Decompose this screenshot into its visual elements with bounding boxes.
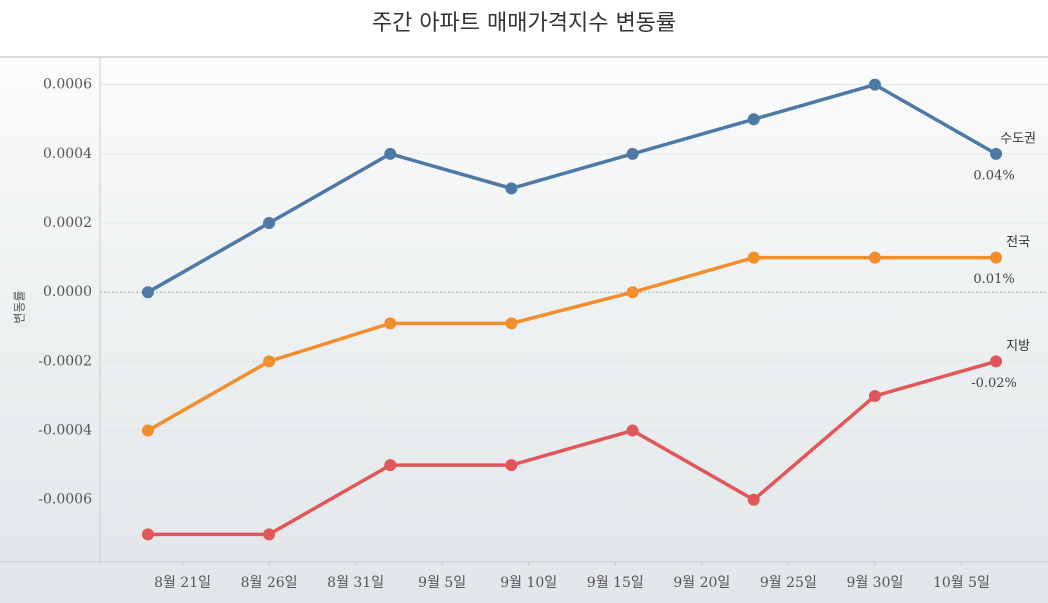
point — [141, 424, 154, 437]
point — [141, 286, 154, 299]
x-tick-label: 9월 15일 — [587, 575, 644, 591]
point — [868, 251, 881, 264]
y-tick-label: -0.0004 — [38, 423, 92, 439]
y-tick-label: -0.0006 — [38, 492, 92, 508]
y-tick-label: 0.0006 — [43, 77, 92, 93]
point — [747, 493, 760, 506]
point — [868, 389, 881, 402]
series-line — [147, 255, 997, 433]
y-tick-label: 0.0004 — [43, 146, 92, 162]
y-axis-label: 변동률 — [13, 290, 27, 323]
point — [990, 251, 1003, 264]
y-tick-label: -0.0002 — [38, 353, 92, 369]
point — [384, 147, 397, 160]
x-tick-label: 9월 25일 — [760, 575, 817, 591]
x-tick-label: 9월 30일 — [846, 575, 903, 591]
legend-label: 전국 — [1006, 235, 1030, 250]
point — [990, 147, 1003, 160]
y-tick-label: 0.0000 — [43, 284, 92, 300]
legend-label: 수도권 — [1000, 131, 1036, 146]
point — [747, 251, 760, 264]
point — [626, 424, 639, 437]
point — [505, 317, 518, 330]
point — [626, 147, 639, 160]
x-tick-label: 10월 5일 — [933, 575, 990, 591]
value-label: 0.01% — [973, 272, 1014, 287]
series-line — [147, 359, 997, 537]
series-line — [147, 82, 997, 294]
point — [505, 459, 518, 472]
point — [505, 182, 518, 195]
legend-label: 지방 — [1006, 339, 1030, 354]
point — [747, 113, 760, 126]
point — [141, 528, 154, 541]
x-tick-label: 8월 21일 — [154, 575, 211, 591]
point — [384, 459, 397, 472]
point — [990, 355, 1003, 368]
x-tick-label: 8월 31일 — [327, 575, 384, 591]
value-label: -0.02% — [971, 376, 1017, 391]
plot: 0.0006 0.0004 0.0002 0.0000 -0.0002 -0.0004 -0… — [38, 77, 1048, 591]
point — [263, 217, 276, 230]
x-tick-label: 9월 10일 — [500, 575, 557, 591]
point — [384, 317, 397, 330]
point — [626, 286, 639, 299]
value-label: 0.04% — [973, 168, 1014, 183]
x-tick-label: 9월 20일 — [673, 575, 730, 591]
background — [0, 57, 1048, 603]
point — [263, 355, 276, 368]
x-tick-label: 9월 5일 — [418, 575, 466, 591]
point — [868, 78, 881, 91]
chart-title: 주간 아파트 매매가격지수 변동률 — [372, 11, 676, 36]
y-tick-label: 0.0002 — [43, 215, 92, 231]
point — [263, 528, 276, 541]
x-tick-label: 8월 26일 — [241, 575, 298, 591]
